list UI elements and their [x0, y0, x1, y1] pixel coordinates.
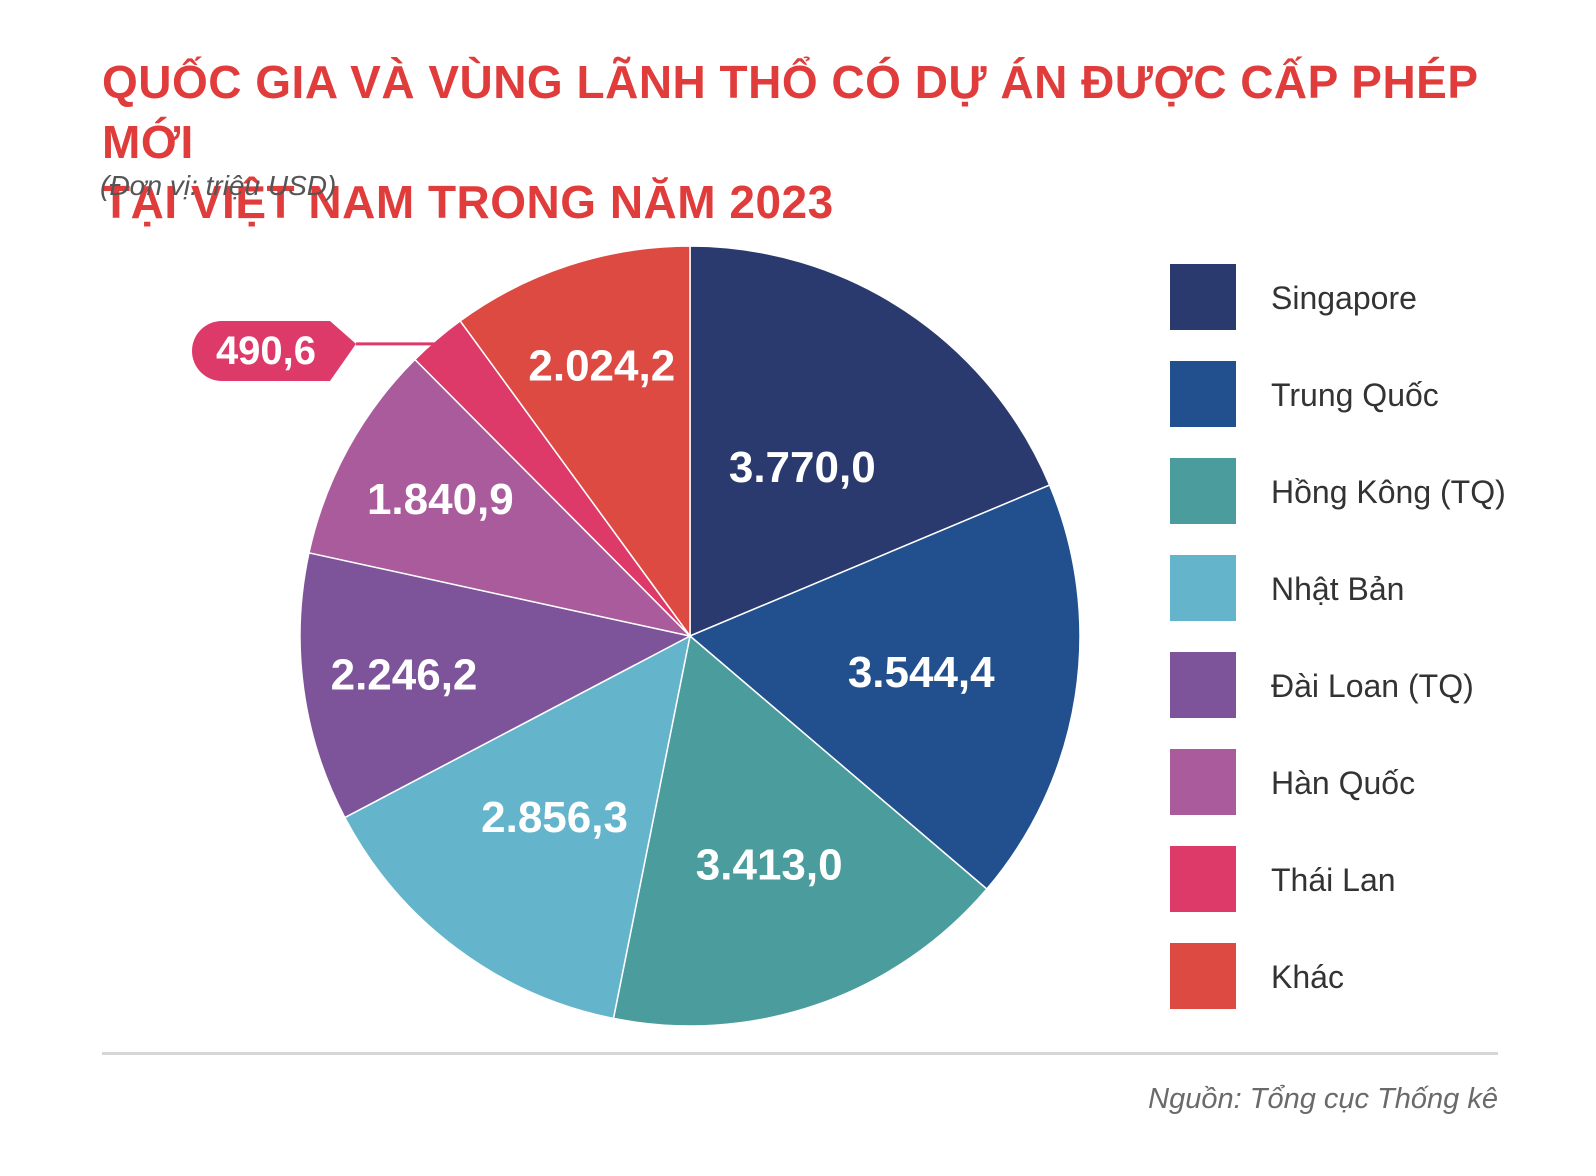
data-label-hong-kong-tq: 3.413,0 [696, 840, 843, 889]
callout-badge-thai-lan [192, 321, 356, 381]
pie-slices [299, 245, 1081, 1027]
legend-swatch-nhat-ban [1170, 555, 1236, 621]
legend-label-singapore: Singapore [1271, 280, 1417, 316]
footer-divider [102, 1052, 1498, 1055]
pie-slice-khac [459, 245, 691, 639]
legend-item-nhat-ban: Nhật Bản [1170, 555, 1590, 652]
legend-swatch-hong-kong-tq [1170, 458, 1236, 524]
legend-swatch-han-quoc [1170, 749, 1236, 815]
chart-title-line-2: TẠI VIỆT NAM TRONG NĂM 2023 [102, 176, 834, 228]
pie-data-labels: 3.770,0 3.544,4 3.413,0 2.856,3 2.246,2 1.840… [192, 321, 995, 889]
pie-slice-nhat-ban [343, 634, 692, 1020]
legend-label-nhat-ban: Nhật Bản [1271, 571, 1405, 607]
pie-slice-singapore [689, 245, 1051, 638]
legend-swatch-singapore [1170, 264, 1236, 330]
pie-slice-han-quoc [308, 358, 693, 638]
legend-item-dai-loan-tq: Đài Loan (TQ) [1170, 652, 1590, 749]
legend-label-trung-quoc: Trung Quốc [1271, 377, 1439, 413]
pie-slice-hong-kong-tq [612, 634, 988, 1027]
pie-slice-trung-quoc [688, 484, 1081, 891]
legend-label-hong-kong-tq: Hồng Kông (TQ) [1271, 474, 1506, 510]
legend-swatch-thai-lan [1170, 846, 1236, 912]
pie-slice-dai-loan-tq [299, 551, 693, 819]
legend-item-singapore: Singapore [1170, 264, 1590, 361]
legend-item-khac: Khác [1170, 943, 1590, 1040]
chart-title: QUỐC GIA VÀ VÙNG LÃNH THỔ CÓ DỰ ÁN ĐƯỢC … [102, 52, 1502, 232]
legend-swatch-khac [1170, 943, 1236, 1009]
legend-item-trung-quoc: Trung Quốc [1170, 361, 1590, 458]
data-label-singapore: 3.770,0 [729, 443, 876, 492]
chart-legend: Singapore Trung Quốc Hồng Kông (TQ) Nhật Bả… [1170, 264, 1590, 1040]
legend-label-thai-lan: Thái Lan [1271, 862, 1396, 898]
data-label-thai-lan: 490,6 [216, 329, 316, 373]
legend-item-hong-kong-tq: Hồng Kông (TQ) [1170, 458, 1590, 555]
data-label-trung-quoc: 3.544,4 [848, 648, 995, 697]
legend-swatch-dai-loan-tq [1170, 652, 1236, 718]
legend-label-dai-loan-tq: Đài Loan (TQ) [1271, 668, 1474, 704]
data-label-han-quoc: 1.840,9 [367, 475, 514, 524]
chart-title-line-1: QUỐC GIA VÀ VÙNG LÃNH THỔ CÓ DỰ ÁN ĐƯỢC … [102, 56, 1478, 168]
legend-item-han-quoc: Hàn Quốc [1170, 749, 1590, 846]
chart-unit-note: (Đơn vị: triệu USD) [100, 170, 337, 201]
data-label-nhat-ban: 2.856,3 [481, 793, 628, 842]
legend-label-han-quoc: Hàn Quốc [1271, 765, 1416, 801]
data-label-khac: 2.024,2 [528, 341, 675, 390]
data-label-dai-loan-tq: 2.246,2 [331, 651, 478, 700]
source-note: Nguồn: Tổng cục Thống kê [1148, 1083, 1498, 1115]
legend-swatch-trung-quoc [1170, 361, 1236, 427]
legend-label-khac: Khác [1271, 959, 1344, 995]
legend-item-thai-lan: Thái Lan [1170, 846, 1590, 943]
